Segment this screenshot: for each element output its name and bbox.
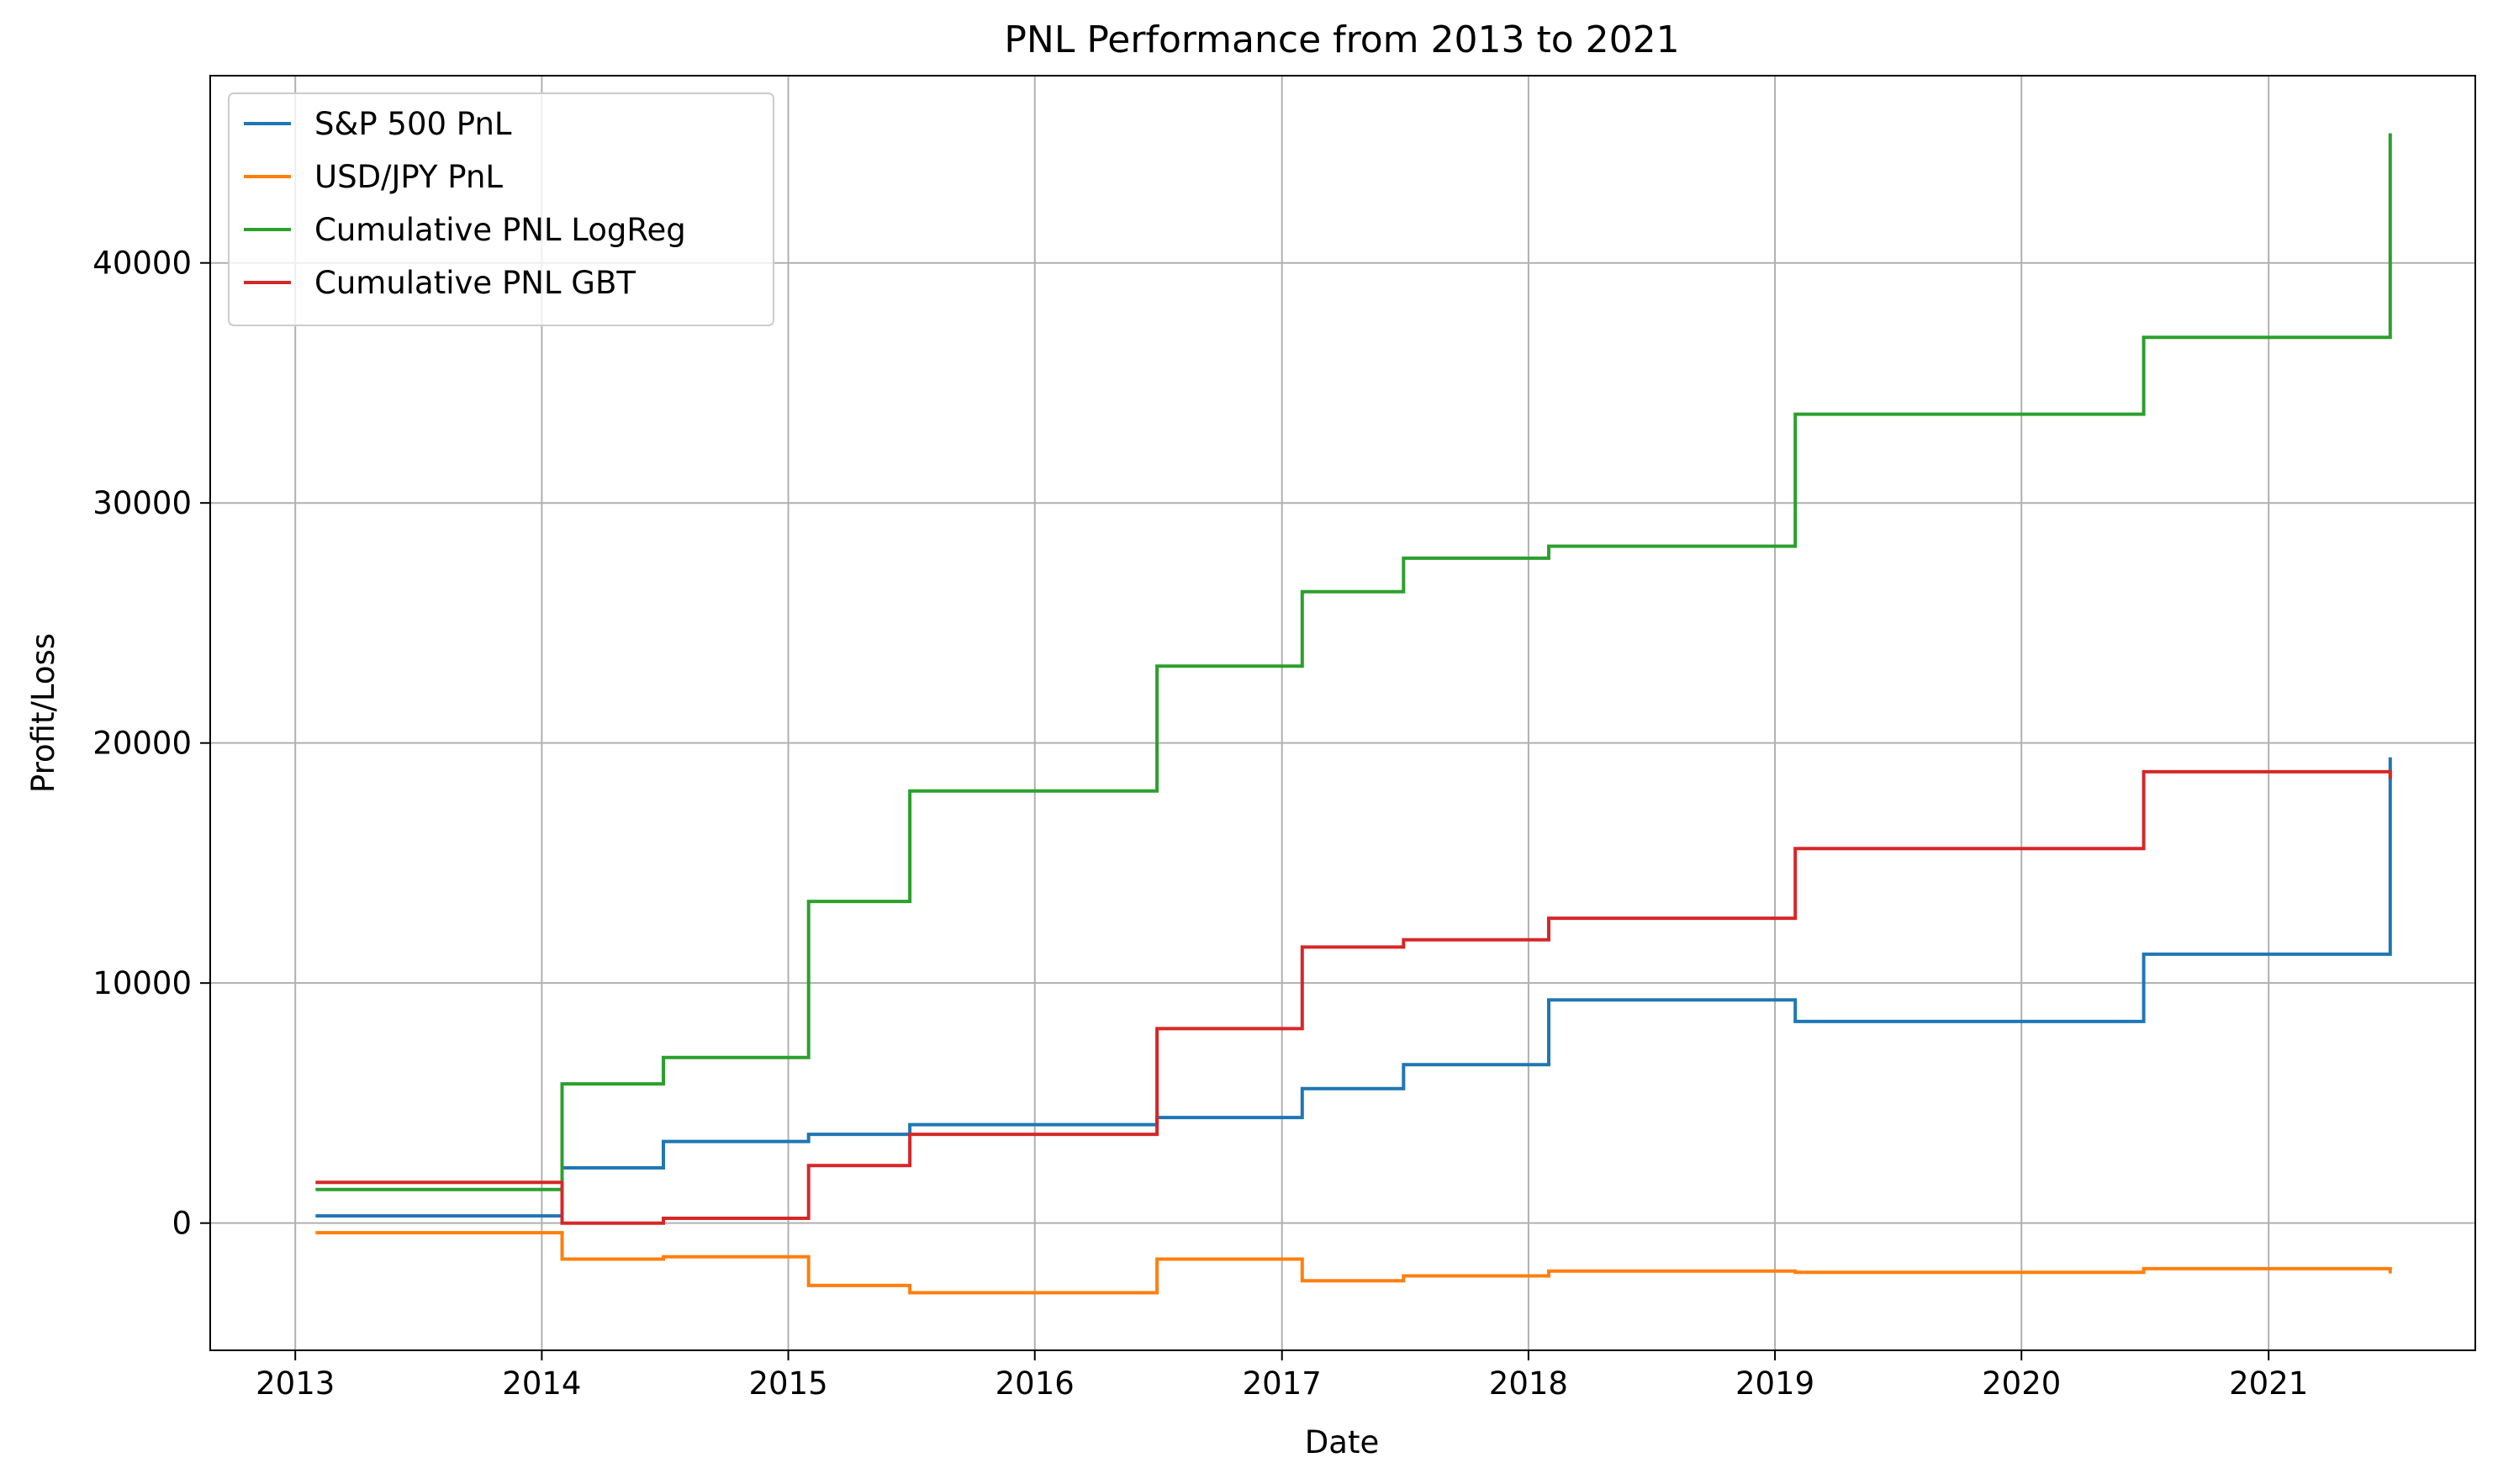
x-axis-ticks: 2013 2014 2015 2016 2017 2018 2019 2020 2021 [256,1350,2308,1402]
legend-label: S&P 500 PnL [314,106,512,142]
chart-title: PNL Performance from 2013 to 2021 [1004,18,1679,61]
x-tick-label: 2015 [748,1365,827,1402]
y-tick-label: 30000 [92,485,192,521]
grid-lines [210,76,2475,1350]
legend-label: Cumulative PNL GBT [314,265,636,301]
legend-label: Cumulative PNL LogReg [314,212,686,248]
x-tick-label: 2014 [502,1365,581,1402]
series-line-3 [315,133,2392,1191]
x-tick-label: 2017 [1243,1365,1322,1402]
y-tick-label: 10000 [92,965,192,1001]
series-line-4 [315,769,2392,1225]
legend-label: USD/JPY PnL [314,159,503,195]
series-line-1 [315,757,2392,1218]
x-tick-label: 2016 [996,1365,1075,1402]
x-tick-label: 2020 [1982,1365,2061,1402]
y-axis-ticks: 0 10000 20000 30000 40000 [92,246,210,1242]
x-tick-label: 2021 [2229,1365,2308,1402]
series-line-2 [315,1231,2392,1295]
series-layer [315,133,2392,1295]
x-tick-label: 2013 [256,1365,335,1402]
legend: S&P 500 PnL USD/JPY PnL Cumulative PNL Log… [228,92,774,326]
x-tick-label: 2018 [1489,1365,1568,1402]
y-tick-label: 40000 [92,246,192,282]
x-tick-label: 2019 [1735,1365,1814,1402]
legend-box [228,92,774,326]
y-tick-label: 0 [172,1206,192,1242]
y-axis-label: Profit/Loss [25,633,61,793]
y-tick-label: 20000 [92,726,192,762]
plot-frame [209,75,2476,1351]
x-axis-label: Date [1305,1424,1379,1460]
